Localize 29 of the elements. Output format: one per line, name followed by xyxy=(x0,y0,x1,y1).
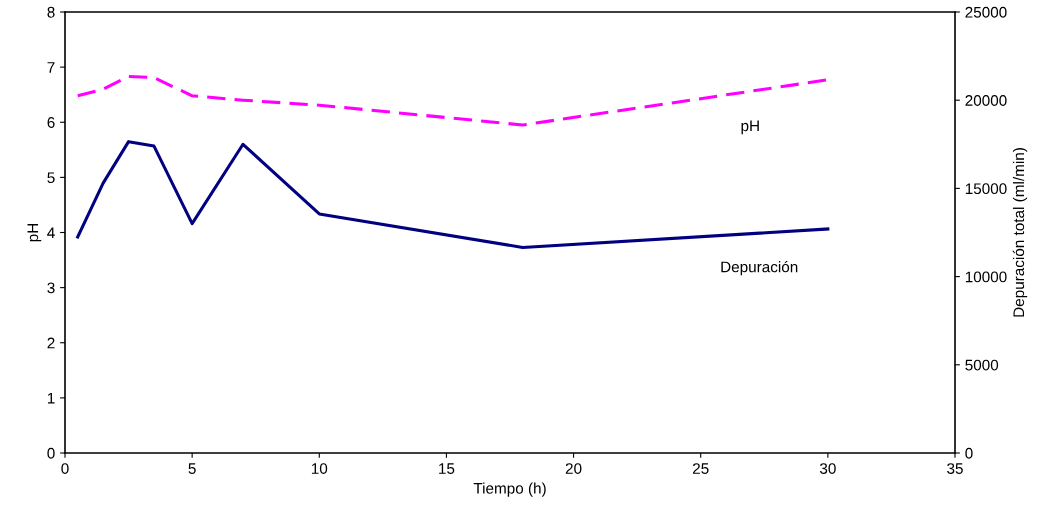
x-tick-label: 35 xyxy=(947,463,963,474)
y-tick-label: 2 xyxy=(47,337,55,349)
y-tick-label: 4 xyxy=(47,227,55,239)
y2-tick-label: 5000 xyxy=(965,359,999,371)
x-tick-label: 25 xyxy=(692,463,709,474)
series-label: Depuración xyxy=(721,260,798,276)
x-tick-label: 20 xyxy=(565,463,582,474)
y-tick-label: 8 xyxy=(47,6,55,18)
x-tick-label: 15 xyxy=(439,463,455,474)
y2-tick-label: 15000 xyxy=(965,183,1007,195)
y2-tick-label: 10000 xyxy=(965,271,1007,283)
y-tick-label: 0 xyxy=(47,447,55,459)
x-tick-label: 30 xyxy=(819,463,836,474)
line-series xyxy=(76,140,830,250)
y2-axis-title: Depuración total (ml/min) xyxy=(1012,148,1028,317)
y-tick-label: 3 xyxy=(47,282,55,294)
x-tick-label: 5 xyxy=(188,463,196,474)
y-tick-label: 5 xyxy=(47,172,55,184)
y-axis-title: pH xyxy=(27,223,42,242)
y2-tick-label: 20000 xyxy=(965,95,1007,106)
y-tick-label: 7 xyxy=(47,62,55,73)
y2-tick-label: 0 xyxy=(965,447,973,459)
x-tick-label: 10 xyxy=(311,463,328,474)
y2-tick-label: 25000 xyxy=(965,6,1007,18)
x-axis-title: Tiempo (h) xyxy=(473,482,546,497)
y-tick-label: 1 xyxy=(47,392,55,404)
x-tick-label: 0 xyxy=(61,463,69,474)
series-label: pH xyxy=(741,120,759,135)
y-tick-label: 6 xyxy=(47,117,55,128)
